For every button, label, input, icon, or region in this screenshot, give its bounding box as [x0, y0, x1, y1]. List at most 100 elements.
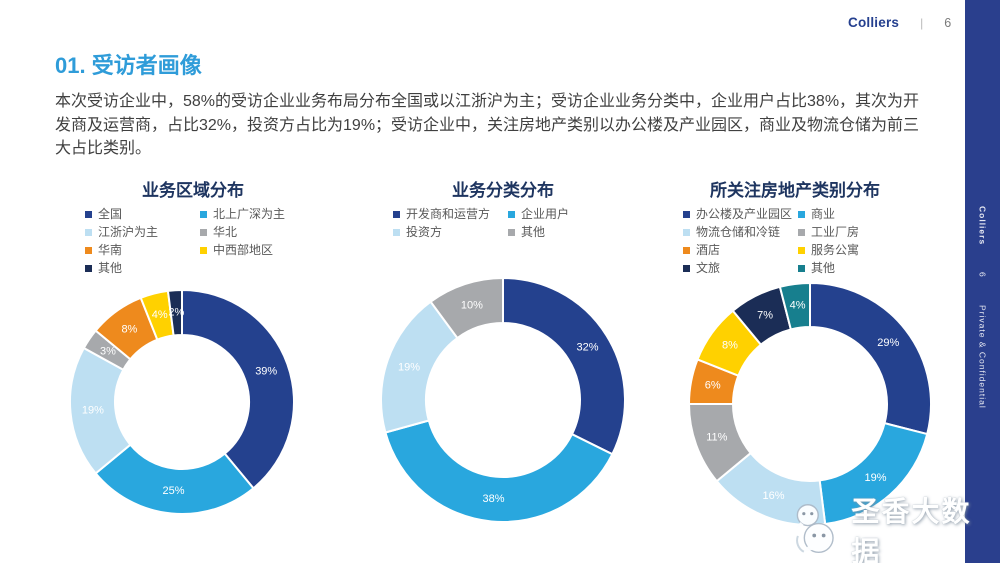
donut-slice-label: 38% — [483, 493, 505, 505]
legend-item: 服务公寓 — [798, 244, 859, 257]
legend-label: 文旅 — [696, 261, 721, 275]
chart-title: 业务区域分布 — [142, 181, 244, 200]
legend-swatch-icon — [683, 265, 690, 272]
donut-slice-label: 2% — [168, 307, 184, 319]
header-separator: | — [920, 15, 924, 30]
legend-label: 其他 — [811, 261, 836, 275]
legend-swatch-icon — [200, 229, 207, 236]
watermark: 圣香大数据 — [786, 490, 1000, 563]
legend-swatch-icon — [798, 211, 805, 218]
donut-slice — [384, 419, 614, 523]
legend-item: 北上广深为主 — [200, 208, 285, 221]
sidebar-page-number: 6 — [977, 272, 988, 278]
sidebar-brand: Colliers — [977, 206, 988, 246]
legend-label: 中西部地区 — [213, 243, 274, 257]
donut-slice-label: 3% — [100, 346, 116, 358]
legend-item: 工业厂房 — [798, 226, 859, 239]
legend-item: 其他 — [798, 262, 859, 275]
legend-swatch-icon — [683, 229, 690, 236]
legend-swatch-icon — [393, 211, 400, 218]
legend-swatch-icon — [85, 211, 92, 218]
legend-label: 酒店 — [696, 243, 721, 257]
legend-label: 全国 — [98, 207, 123, 221]
donut-slice-label: 7% — [757, 310, 773, 322]
wechat-icon — [795, 504, 834, 553]
legend-item: 中西部地区 — [200, 244, 285, 257]
chart-legend: 开发商和运营方 企业用户投资方 其他 — [393, 208, 569, 239]
header: Colliers | 6 — [848, 15, 951, 30]
donut-slice — [429, 276, 504, 340]
legend-swatch-icon — [393, 229, 400, 236]
legend-item: 全国 — [85, 208, 200, 221]
donut-slice-label: 19% — [864, 472, 886, 484]
legend-item: 开发商和运营方 — [393, 208, 508, 221]
legend-swatch-icon — [798, 265, 805, 272]
legend-item: 其他 — [508, 226, 569, 239]
page-title: 01. 受访者画像 — [55, 53, 202, 78]
donut-slice — [181, 288, 295, 490]
sidebar-text-group: Colliers 6 Private & Confidential — [965, 0, 1000, 409]
donut-slice-label: 4% — [790, 300, 806, 312]
donut-slice-label: 32% — [577, 341, 599, 353]
donut-slice — [166, 288, 183, 337]
donut-chart: 32% 38% 19% 10% — [380, 276, 626, 523]
donut-slice-label: 11% — [706, 431, 727, 443]
donut-slice-label: 29% — [877, 337, 899, 349]
legend-item: 其他 — [85, 262, 200, 275]
legend-label: 工业厂房 — [811, 225, 860, 239]
legend-item: 华南 — [85, 244, 200, 257]
intro-paragraph: 本次受访企业中，58%的受访企业业务布局分布全国或以江浙沪为主；受访企业业务分类… — [55, 93, 920, 157]
donut-slice-label: 19% — [398, 361, 420, 373]
brand-logo: Colliers — [848, 15, 900, 30]
legend-item: 商业 — [798, 208, 859, 221]
watermark-text: 圣香大数据 — [851, 496, 972, 563]
donut-chart: 39% 25% 19% 3% 8% 4% 2% — [69, 288, 295, 515]
legend-item: 江浙沪为主 — [85, 226, 200, 239]
legend-swatch-icon — [85, 247, 92, 254]
donut-slice-label: 19% — [82, 404, 104, 416]
chart-title: 业务分类分布 — [452, 181, 554, 200]
donut-slice — [502, 276, 626, 456]
donut-slice — [778, 281, 811, 331]
donut-slice-label: 8% — [121, 323, 137, 335]
donut-slice-label: 16% — [763, 490, 785, 502]
legend-item: 物流仓储和冷链 — [683, 226, 798, 239]
legend-swatch-icon — [508, 211, 515, 218]
legend-swatch-icon — [200, 211, 207, 218]
legend-label: 投资方 — [406, 225, 443, 239]
legend-item: 华北 — [200, 226, 285, 239]
legend-item: 企业用户 — [508, 208, 569, 221]
legend-swatch-icon — [85, 265, 92, 272]
chart-legend: 全国 北上广深为主 江浙沪为主 华北 华南 中西部地区 其他 — [85, 208, 285, 275]
donut-chart: 29% 19% 16% 11% 6% 8% 7% 4% — [687, 281, 932, 526]
donut-slice-label: 25% — [163, 485, 185, 497]
legend-label: 其他 — [521, 225, 546, 239]
header-page-number: 6 — [944, 15, 952, 30]
legend-swatch-icon — [683, 211, 690, 218]
legend-swatch-icon — [508, 229, 515, 236]
legend-item: 文旅 — [683, 262, 798, 275]
legend-item: 投资方 — [393, 226, 508, 239]
legend-label: 办公楼及产业园区 — [696, 207, 793, 221]
chart-title: 所关注房地产类别分布 — [710, 181, 880, 200]
legend-label: 华北 — [213, 225, 238, 239]
donut-slice-label: 4% — [152, 309, 168, 321]
donut-slice-label: 39% — [255, 366, 277, 378]
legend-swatch-icon — [683, 247, 690, 254]
donut-slice-label: 6% — [705, 379, 721, 391]
legend-label: 服务公寓 — [811, 243, 860, 257]
legend-item: 酒店 — [683, 244, 798, 257]
legend-label: 北上广深为主 — [213, 207, 286, 221]
sidebar-confidential-label: Private & Confidential — [977, 304, 988, 409]
legend-label: 物流仓储和冷链 — [696, 225, 781, 239]
chart-legend: 办公楼及产业园区 商业物流仓储和冷链 工业厂房酒店 服务公寓文旅 其他 — [683, 208, 859, 275]
right-sidebar: Colliers 6 Private & Confidential — [965, 0, 1000, 563]
legend-label: 商业 — [811, 207, 836, 221]
donut-slice — [809, 281, 932, 436]
legend-swatch-icon — [798, 247, 805, 254]
legend-label: 企业用户 — [521, 207, 570, 221]
legend-swatch-icon — [85, 229, 92, 236]
donut-slice-label: 10% — [461, 299, 483, 311]
legend-label: 开发商和运营方 — [406, 207, 491, 221]
donut-slice-label: 8% — [722, 340, 738, 352]
